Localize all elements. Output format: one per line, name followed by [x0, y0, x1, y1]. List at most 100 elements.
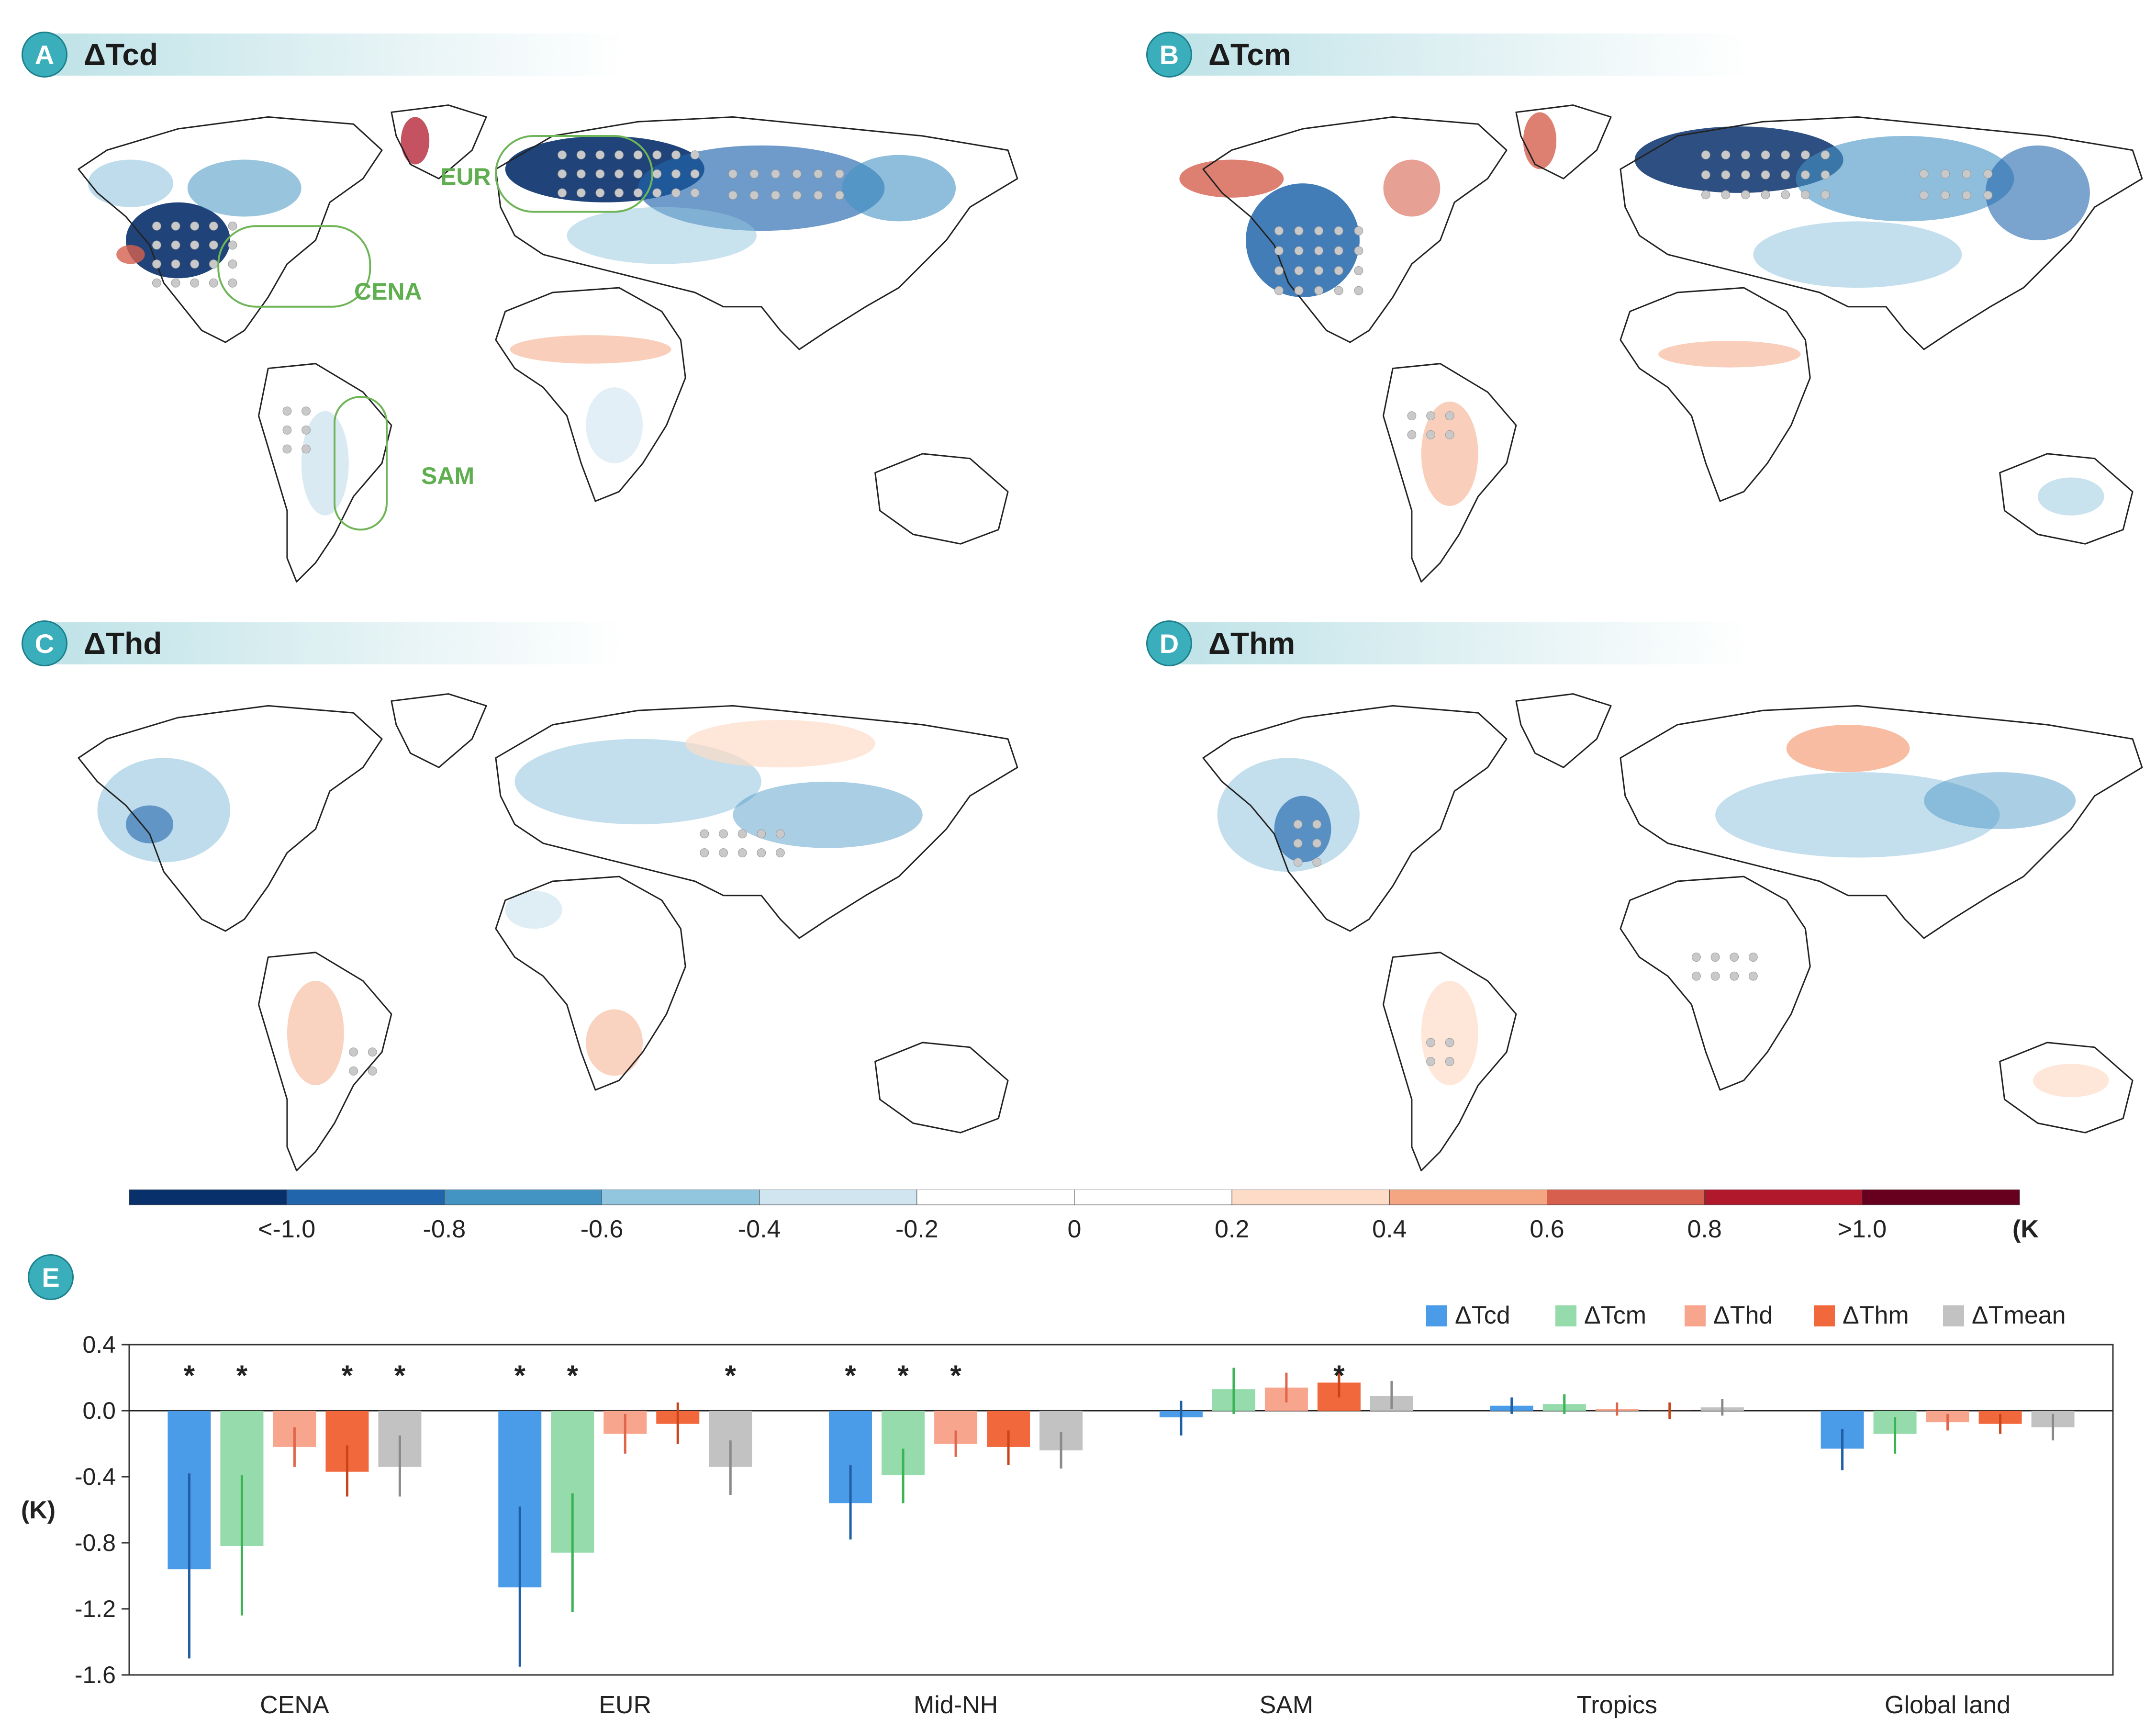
significance-dot: [719, 829, 728, 839]
significance-dot: [792, 169, 802, 179]
significance-dot: [171, 259, 180, 269]
significance-dot: [1721, 170, 1731, 180]
panel-d-badge: D: [1146, 620, 1192, 666]
significance-dot: [728, 169, 737, 179]
significance-dot: [1701, 170, 1710, 180]
coastline: [495, 287, 686, 502]
colorbar-swatch: [1862, 1189, 2020, 1205]
colorbar-label: -0.4: [738, 1215, 781, 1243]
significance-dot: [1334, 286, 1343, 295]
anomaly-central-asia: [1753, 221, 1962, 288]
y-tick-label: 0.4: [82, 1331, 116, 1358]
significance-dot: [1407, 411, 1417, 421]
anomaly-na-strong: [1246, 183, 1360, 297]
colorbar-label: 0.6: [1530, 1215, 1564, 1243]
anomaly-asia: [638, 145, 885, 231]
significance-dot: [368, 1047, 377, 1057]
anomaly-eurasia: [514, 739, 761, 825]
anomaly-east-asia: [842, 155, 956, 222]
y-tick-label: -0.8: [75, 1529, 116, 1556]
significance-dot: [282, 444, 292, 454]
coastline: [874, 1042, 1009, 1134]
significance-dot: [1312, 839, 1322, 848]
significance-dot: [1314, 246, 1324, 256]
significance-dot: [776, 829, 785, 839]
colorbar-swatch: [1389, 1189, 1547, 1205]
significance-dot: [1354, 226, 1363, 236]
significance-dot: [1274, 246, 1284, 256]
significance-dot: [209, 240, 218, 250]
significance-dot: [1314, 266, 1324, 275]
significance-dot: [1730, 953, 1739, 962]
colorbar-label: 0.2: [1215, 1215, 1249, 1243]
significance-dot: [302, 444, 311, 454]
significance-dot: [152, 278, 161, 288]
anomaly-greenland: [1523, 112, 1557, 169]
significance-dot: [652, 150, 662, 160]
region-label-sam: SAM: [421, 462, 475, 489]
anomaly-russia: [1786, 725, 1910, 773]
anomaly-sam: [301, 411, 349, 516]
anomaly-sahel: [1658, 341, 1801, 368]
significance-dot: [190, 221, 200, 231]
colorbar-swatch: [1074, 1189, 1232, 1205]
coastline: [495, 876, 686, 1091]
x-tick-label: EUR: [599, 1691, 651, 1718]
anomaly-asia: [1715, 772, 2000, 858]
coastline: [495, 116, 1018, 350]
legend-label: ΔThd: [1713, 1302, 1773, 1329]
significance-dot: [190, 278, 200, 288]
significance-dot: [282, 425, 292, 435]
anomaly-asia: [1796, 136, 2014, 222]
x-tick-label: Global land: [1885, 1691, 2011, 1718]
significance-dot: [719, 848, 728, 857]
y-tick-label: 0.0: [82, 1397, 116, 1424]
significance-dot: [814, 169, 823, 179]
panel-c-badge: C: [22, 620, 67, 666]
significance-dot: [1962, 191, 1971, 200]
significance-dot: [190, 240, 200, 250]
anomaly-sam: [1421, 401, 1478, 506]
significance-dot: [1821, 170, 1830, 180]
significance-dot: [152, 221, 161, 231]
significance-dot: [1800, 170, 1810, 180]
significance-dot: [1445, 411, 1454, 421]
significance-dot: [1701, 150, 1710, 160]
significance-dot: [190, 259, 200, 269]
significance-dot: [1354, 246, 1363, 256]
significance-dot: [749, 191, 759, 200]
legend-swatch: [1814, 1305, 1835, 1326]
significance-dot: [1941, 169, 1950, 179]
significance-dot: [1293, 820, 1303, 829]
colorbar-svg: <-1.0 -0.8 -0.6 -0.4 -0.2 0 0.2 0.4 0.6 0.8 >1.0 (K…: [129, 1189, 2047, 1243]
significance-dot: [614, 169, 624, 179]
significance-dot: [349, 1066, 358, 1076]
coastline: [391, 693, 487, 768]
y-tick-label: -1.2: [75, 1595, 116, 1622]
significance-dot: [1781, 170, 1790, 180]
significance-dot: [349, 1047, 358, 1057]
significance-star: *: [950, 1359, 961, 1392]
significance-dot: [1294, 226, 1304, 236]
anomaly-na-core: [126, 805, 174, 843]
coastline: [1202, 705, 1508, 932]
significance-dot: [1962, 169, 1971, 179]
region-label-eur: EUR: [440, 163, 491, 190]
coastline: [257, 952, 392, 1171]
significance-dot: [737, 848, 747, 857]
significance-dot: [1748, 971, 1758, 981]
legend-label: ΔTmean: [1972, 1302, 2066, 1329]
significance-dot: [1426, 411, 1435, 421]
significance-dot: [1445, 1057, 1454, 1066]
significance-dot: [1941, 191, 1950, 200]
significance-dot: [690, 169, 700, 179]
colorbar-label: <-1.0: [258, 1215, 315, 1243]
coastline: [391, 104, 487, 180]
significance-dot: [1821, 150, 1830, 160]
significance-dot: [757, 848, 766, 857]
significance-dot: [1741, 170, 1750, 180]
significance-dot: [228, 259, 237, 269]
significance-dot: [558, 150, 567, 160]
significance-star: *: [236, 1359, 248, 1392]
significance-dot: [1293, 839, 1303, 848]
